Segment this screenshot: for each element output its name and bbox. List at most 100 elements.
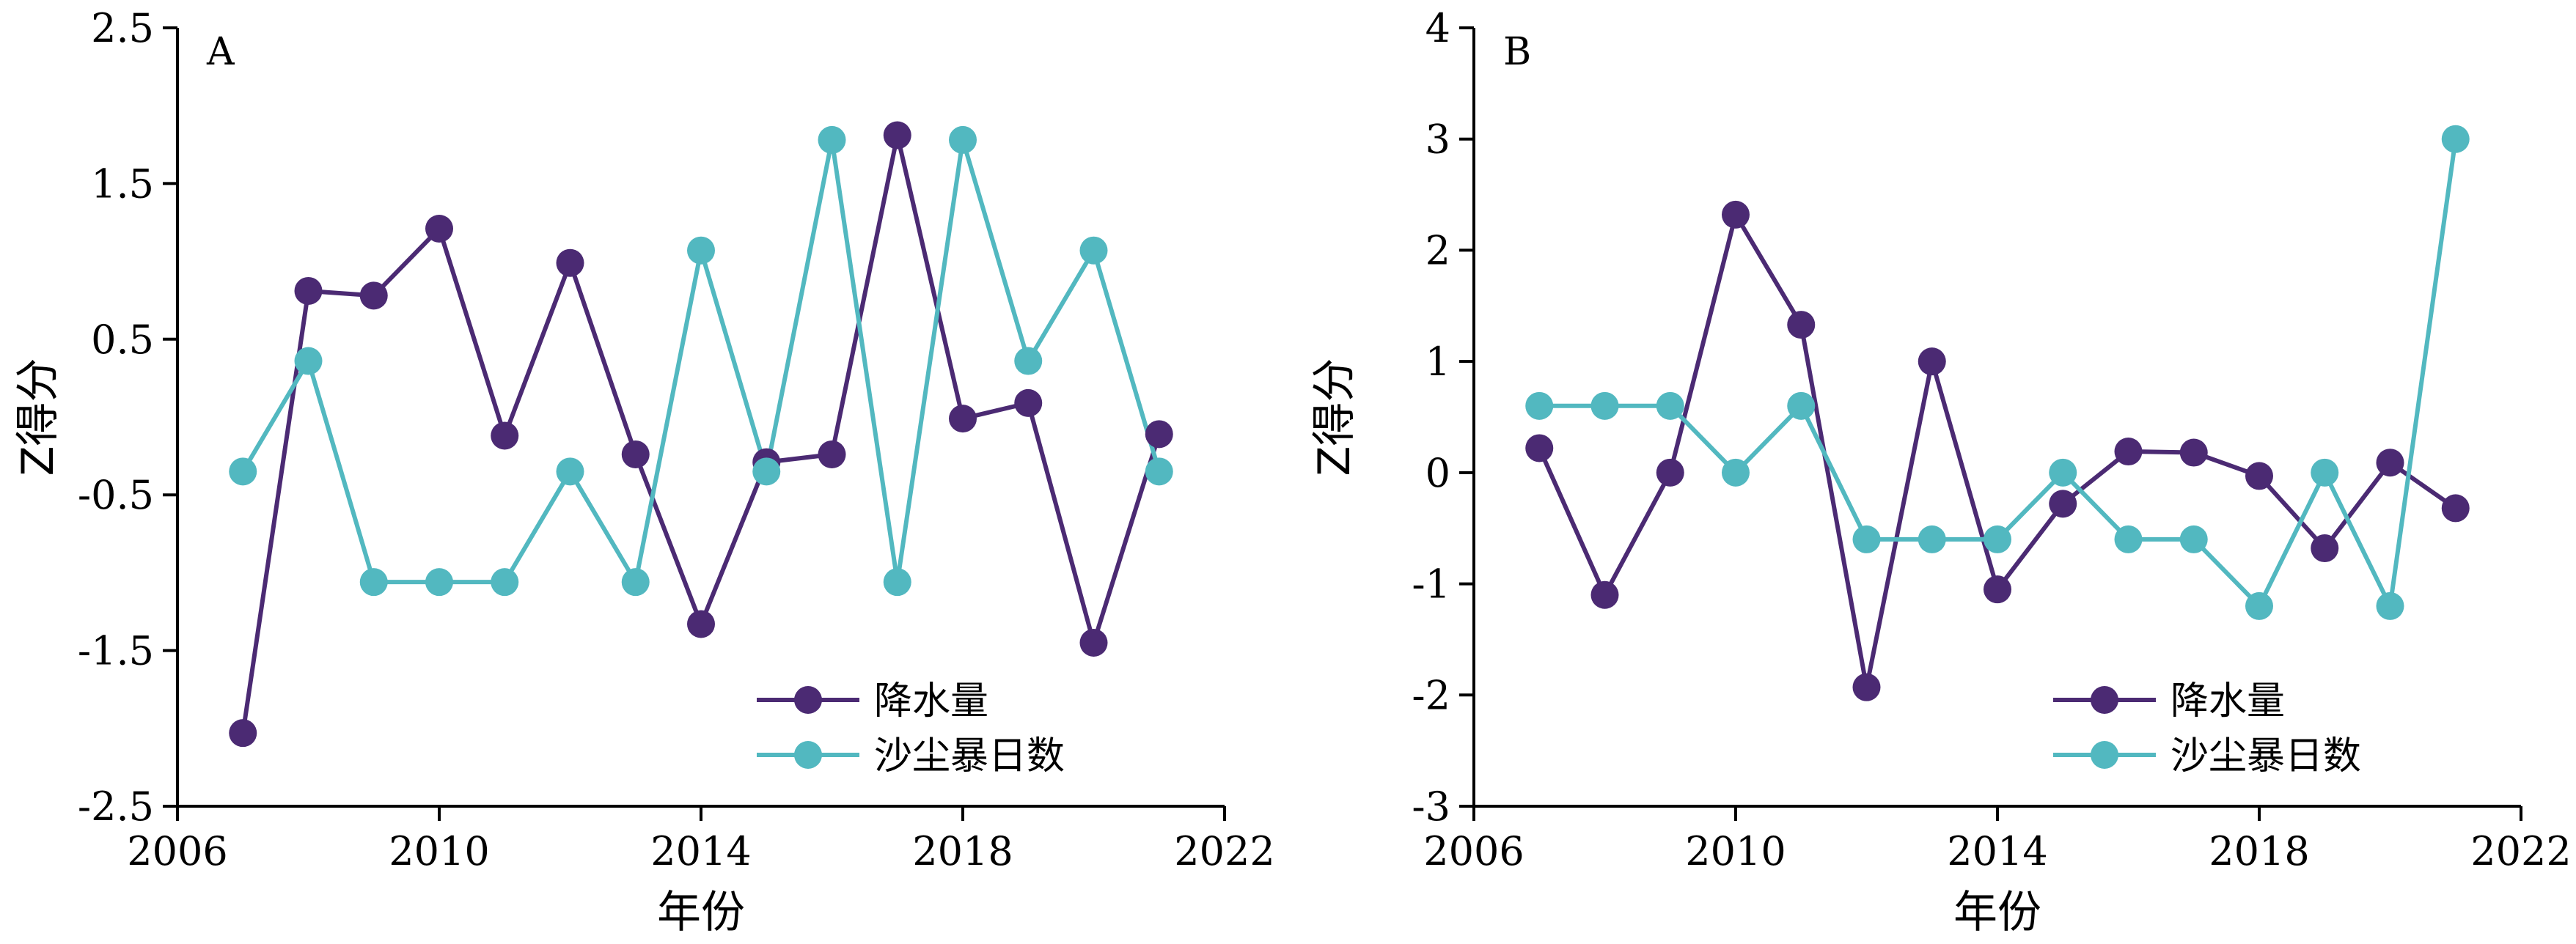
- legend-label-precip: 降水量: [2170, 679, 2285, 723]
- y-tick-label: 1: [1425, 339, 1450, 385]
- legend-label-precip: 降水量: [874, 679, 988, 723]
- data-point: [949, 405, 977, 433]
- data-point: [1722, 458, 1750, 487]
- data-point: [1918, 347, 1946, 376]
- data-point: [1145, 457, 1173, 486]
- data-point: [2311, 458, 2339, 487]
- data-point: [1590, 391, 1619, 420]
- legend-marker: [2091, 741, 2118, 769]
- data-point: [1984, 575, 2011, 604]
- panel-a: A 年份 Z得分 降水量 沙尘暴日数 -2.5 -1.5 -0.5 0.5 1.5 2.5…: [12, 5, 1275, 938]
- y-tick-label: -2: [1412, 672, 1450, 718]
- x-tick-label: 2018: [912, 828, 1013, 874]
- y-tick-label: 2: [1425, 227, 1450, 273]
- data-point: [491, 568, 519, 597]
- x-tick-label: 2018: [2209, 828, 2309, 874]
- data-point: [2245, 591, 2273, 620]
- data-point: [1145, 420, 1173, 449]
- data-point: [1014, 388, 1043, 417]
- panel-label: A: [206, 30, 235, 74]
- data-point: [1984, 525, 2011, 553]
- data-point: [1722, 200, 1750, 229]
- y-tick-label: -0.5: [78, 472, 154, 518]
- data-point: [229, 719, 257, 748]
- x-tick-label: 2022: [1174, 828, 1274, 874]
- x-tick-label: 2010: [1685, 828, 1786, 874]
- data-point: [294, 276, 323, 305]
- x-tick-label: 2006: [127, 828, 227, 874]
- data-point: [687, 236, 715, 265]
- data-point: [1656, 458, 1684, 487]
- data-point: [425, 214, 453, 243]
- x-tick-label: 2014: [650, 828, 751, 874]
- data-point: [621, 568, 650, 597]
- y-tick-label: 0.5: [91, 317, 154, 363]
- panel-b: B 年份 Z得分 降水量 沙尘暴日数 -3 -2 -1 0 1 2 3 4 2006 2010 20…: [1309, 5, 2572, 938]
- x-tick-label: 2022: [2470, 828, 2571, 874]
- y-axis-label: Z得分: [12, 358, 64, 476]
- data-point: [2245, 462, 2273, 490]
- data-point: [1014, 347, 1043, 375]
- data-point: [491, 421, 519, 450]
- y-tick-label: 2.5: [91, 5, 154, 51]
- data-point: [883, 568, 911, 597]
- y-tick-label: 1.5: [91, 161, 154, 207]
- data-point: [1852, 673, 1881, 701]
- data-point: [1787, 311, 1816, 339]
- data-point: [2049, 458, 2077, 487]
- data-point: [425, 568, 453, 597]
- y-tick-label: -2.5: [78, 783, 154, 830]
- series-line: [1537, 212, 2457, 690]
- panel-label: B: [1503, 30, 1531, 74]
- legend-marker: [2091, 686, 2118, 714]
- data-point: [1525, 391, 1554, 420]
- data-point: [2179, 438, 2208, 467]
- data-point: [2376, 591, 2404, 620]
- x-axis-label: 年份: [1953, 887, 2041, 938]
- data-point: [1852, 525, 1881, 553]
- y-tick-label: 3: [1425, 117, 1450, 163]
- x-tick-label: 2010: [389, 828, 489, 874]
- y-tick-label: 4: [1425, 5, 1450, 51]
- series-line: [241, 133, 1162, 734]
- data-point: [1590, 580, 1619, 609]
- legend-marker: [794, 741, 822, 769]
- data-point: [2114, 438, 2143, 466]
- data-point: [2049, 490, 2077, 518]
- data-point: [949, 125, 977, 154]
- y-tick-label: -1: [1412, 561, 1450, 608]
- data-point: [2114, 525, 2143, 553]
- data-point: [294, 347, 323, 375]
- data-point: [818, 125, 846, 154]
- data-point: [2441, 494, 2470, 523]
- data-point: [1079, 628, 1108, 657]
- data-point: [229, 457, 257, 486]
- data-point: [818, 440, 846, 468]
- data-point: [2376, 449, 2404, 477]
- legend-label-dust: 沙尘暴日数: [874, 734, 1065, 778]
- data-point: [752, 457, 781, 486]
- data-point: [2441, 125, 2470, 153]
- data-point: [1787, 391, 1816, 420]
- data-point: [1525, 434, 1554, 462]
- data-point: [556, 457, 584, 486]
- y-tick-label: -1.5: [78, 628, 154, 674]
- legend-label-dust: 沙尘暴日数: [2170, 734, 2361, 778]
- data-point: [359, 281, 388, 310]
- x-tick-label: 2006: [1423, 828, 1524, 874]
- data-point: [687, 610, 715, 638]
- legend-marker: [794, 686, 822, 714]
- y-axis-label: Z得分: [1309, 358, 1360, 476]
- x-axis-label: 年份: [657, 887, 745, 938]
- y-tick-label: 0: [1425, 450, 1450, 496]
- data-point: [1656, 391, 1684, 420]
- data-point: [621, 440, 650, 468]
- x-tick-label: 2014: [1947, 828, 2047, 874]
- data-point: [2311, 534, 2339, 563]
- data-point: [2179, 525, 2208, 553]
- data-point: [556, 248, 584, 277]
- y-tick-label: -3: [1412, 783, 1450, 830]
- data-point: [1079, 236, 1108, 265]
